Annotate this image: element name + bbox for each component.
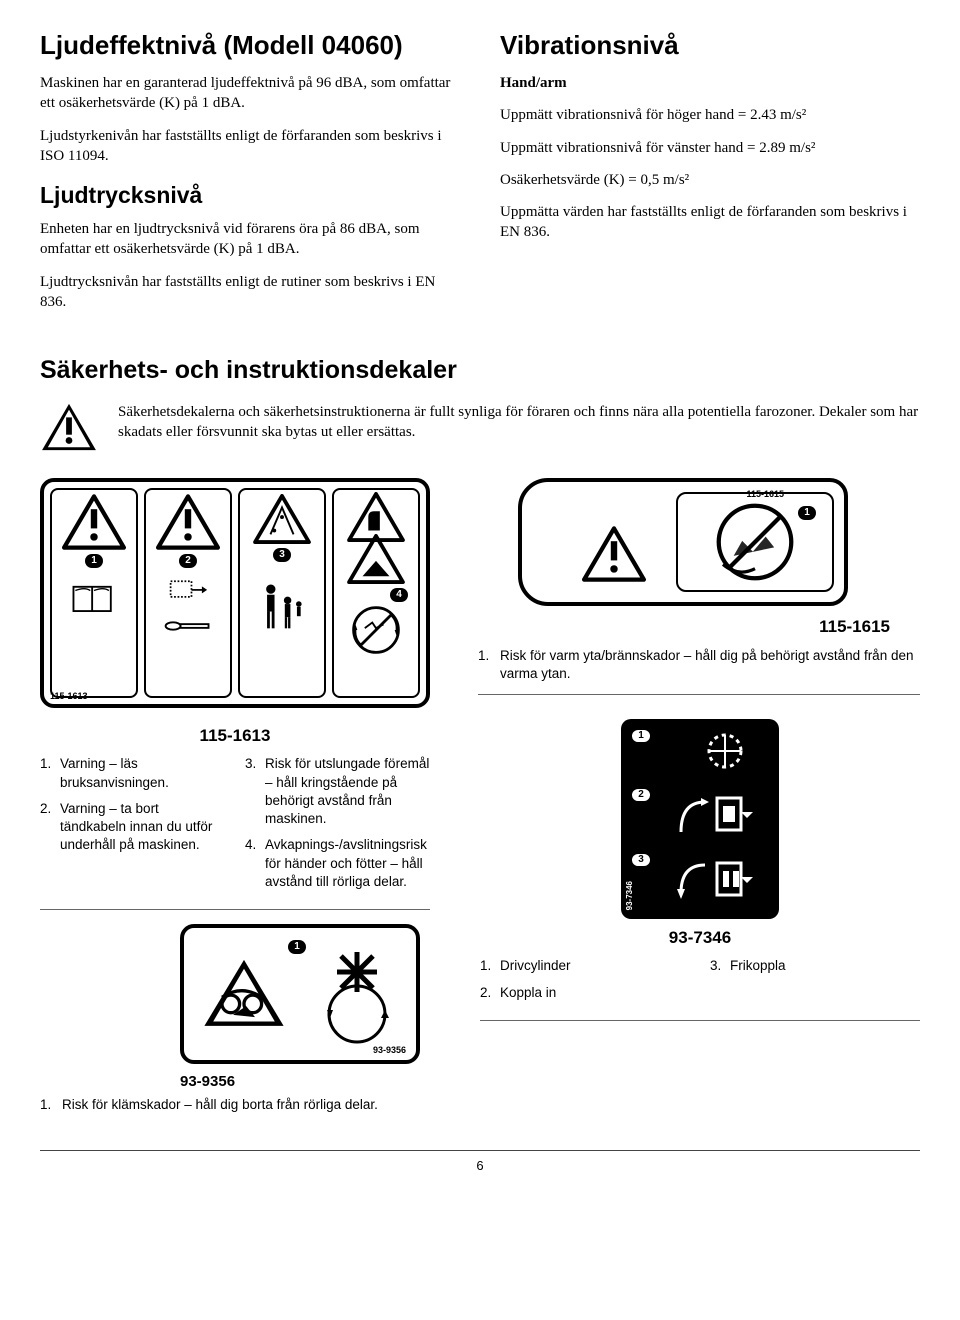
list-7346: 1.Drivcylinder 2.Koppla in 3.Frikoppla — [480, 957, 920, 1009]
divider — [40, 909, 430, 910]
heading-ljudeffekt: Ljudeffektnivå (Modell 04060) — [40, 28, 460, 63]
num: 1. — [480, 957, 500, 975]
para: Uppmätt vibrationsnivå för vänster hand … — [500, 138, 920, 158]
decal-cell-1: 1 — [50, 488, 138, 698]
decal-115-1615-panel: 115-1615 1 115-1615 1.Risk för varm yta/… — [478, 478, 920, 708]
num: 3. — [245, 755, 265, 828]
decal-title: 115-1613 — [40, 725, 430, 748]
num: 1. — [40, 755, 60, 791]
decal-7346-block: 1 2 — [480, 719, 920, 1035]
safety-intro: Säkerhetsdekalerna och säkerhetsinstrukt… — [40, 402, 920, 458]
decal-title: 115-1615 — [478, 616, 890, 639]
heading-ljudtryck: Ljudtrycksnivå — [40, 180, 460, 211]
decal-93-7346: 1 2 — [621, 719, 779, 919]
para: Enheten har en ljudtrycksnivå vid förare… — [40, 219, 460, 260]
decal-cell-4: 4 — [332, 488, 420, 698]
para: Osäkerhetsvärde (K) = 0,5 m/s² — [500, 170, 920, 190]
heading-safety-decals: Säkerhets- och instruktionsdekaler — [40, 354, 920, 388]
decal-7346-title: 93-7346 — [480, 927, 920, 950]
num: 2. — [480, 984, 500, 1002]
bubble-1: 1 — [288, 940, 306, 954]
list-1613-block: 115-1613 1.Varning – läs bruksanvisninge… — [40, 719, 430, 1121]
bubble-4: 4 — [390, 588, 408, 602]
decal-115-1613: 1 2 — [40, 478, 430, 708]
item-text: Frikoppla — [730, 957, 786, 975]
item-text: Varning – läs bruksanvisningen. — [60, 755, 225, 791]
heading-vibration: Vibrationsnivå — [500, 28, 920, 63]
warning-icon — [40, 402, 98, 458]
part-number: 93-7346 — [625, 881, 636, 910]
bubble-3: 3 — [273, 548, 291, 562]
item-text: Drivcylinder — [500, 957, 571, 975]
part-number: 93-9356 — [373, 1044, 406, 1056]
num: 4. — [245, 836, 265, 891]
subheading-handarm: Hand/arm — [500, 73, 920, 93]
bubble-2: 2 — [179, 554, 197, 568]
bubble-3: 3 — [631, 853, 651, 867]
list-1615: 1.Risk för varm yta/brännskador – håll d… — [478, 647, 920, 683]
cell-right — [305, 936, 408, 1052]
para: Maskinen har en garanterad ljudeffektniv… — [40, 73, 460, 114]
decal-115-1615: 115-1615 1 — [518, 478, 848, 606]
item-text: Varning – ta bort tändkabeln innan du ut… — [60, 800, 225, 855]
num: 1. — [40, 1096, 62, 1114]
right-col: Vibrationsnivå Hand/arm Uppmätt vibratio… — [500, 28, 920, 324]
num: 1. — [478, 647, 500, 683]
decal-115-1613-panel: 1 2 — [40, 478, 430, 708]
decal-9356-title: 93-9356 — [180, 1072, 430, 1092]
para: Ljudtrycksnivån har fastställts enligt d… — [40, 272, 460, 313]
safety-intro-text: Säkerhetsdekalerna och säkerhetsinstrukt… — [118, 402, 920, 443]
decal-cell-2: 2 — [144, 488, 232, 698]
inner-frame — [676, 492, 834, 592]
para: Uppmätt vibrationsnivå för höger hand = … — [500, 105, 920, 125]
para: Ljudstyrkenivån har fastställts enligt d… — [40, 126, 460, 167]
item-text: Risk för klämskador – håll dig borta frå… — [62, 1096, 378, 1114]
item-text: Risk för varm yta/brännskador – håll dig… — [500, 647, 920, 683]
num: 3. — [710, 957, 730, 975]
divider — [478, 694, 920, 695]
cell-left — [192, 936, 295, 1052]
bubble-1: 1 — [85, 554, 103, 568]
spec-columns: Ljudeffektnivå (Modell 04060) Maskinen h… — [40, 28, 920, 324]
para: Uppmätta värden har fastställts enligt d… — [500, 202, 920, 243]
divider — [480, 1020, 920, 1021]
decal-93-9356: 1 — [180, 924, 420, 1064]
part-number: 115-1613 — [50, 690, 88, 702]
list-9356: 1.Risk för klämskador – håll dig borta f… — [40, 1096, 430, 1114]
decal-row-1: 1 2 — [40, 478, 920, 708]
item-text: Avkapnings-/avslitningsrisk för händer o… — [265, 836, 430, 891]
bubble-2: 2 — [631, 788, 651, 802]
decal-cell-3: 3 — [238, 488, 326, 698]
bubble-1: 1 — [631, 729, 651, 743]
left-col: Ljudeffektnivå (Modell 04060) Maskinen h… — [40, 28, 460, 324]
lower-grid-1: 115-1613 1.Varning – läs bruksanvisninge… — [40, 719, 920, 1121]
item-text: Koppla in — [500, 984, 556, 1002]
page-number: 6 — [40, 1150, 920, 1175]
item-text: Risk för utslungade föremål – håll kring… — [265, 755, 430, 828]
num: 2. — [40, 800, 60, 855]
notes-1613: 1.Varning – läs bruksanvisningen. 2.Varn… — [40, 755, 430, 899]
